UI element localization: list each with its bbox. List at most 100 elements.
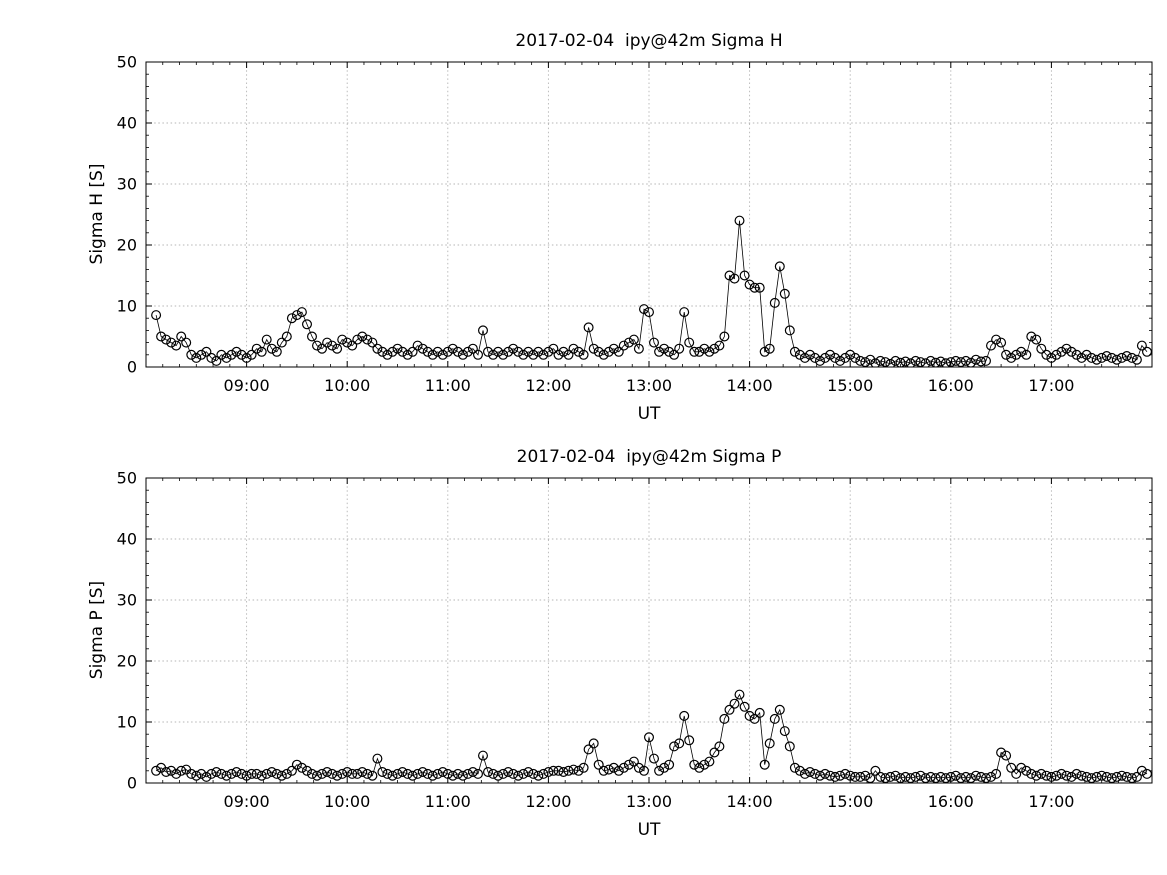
data-marker <box>276 770 287 781</box>
data-marker <box>417 767 428 778</box>
data-marker <box>759 346 770 357</box>
data-marker <box>387 346 398 357</box>
data-marker <box>206 768 217 779</box>
data-marker <box>739 270 750 281</box>
data-marker <box>362 334 373 345</box>
data-marker <box>769 297 780 308</box>
data-marker <box>1011 768 1022 779</box>
data-marker <box>332 343 343 354</box>
data-marker <box>442 768 453 779</box>
data-marker <box>422 346 433 357</box>
data-marker <box>422 768 433 779</box>
data-marker <box>302 765 313 776</box>
data-marker <box>608 343 619 354</box>
data-marker <box>347 768 358 779</box>
data-marker <box>407 346 418 357</box>
data-marker <box>870 765 881 776</box>
data-marker <box>176 765 187 776</box>
data-marker <box>437 767 448 778</box>
data-marker <box>1046 771 1057 782</box>
data-marker <box>1071 349 1082 360</box>
data-marker <box>533 346 544 357</box>
data-marker <box>618 340 629 351</box>
data-marker <box>820 768 831 779</box>
data-marker <box>804 349 815 360</box>
data-marker <box>1051 349 1062 360</box>
data-marker <box>1021 765 1032 776</box>
data-marker <box>654 346 665 357</box>
data-marker <box>593 759 604 770</box>
data-marker <box>628 756 639 767</box>
data-marker <box>382 768 393 779</box>
data-marker <box>503 346 514 357</box>
data-marker <box>588 343 599 354</box>
y-tick-label: 30 <box>117 175 137 194</box>
data-marker <box>643 732 654 743</box>
data-marker <box>281 768 292 779</box>
data-marker <box>291 310 302 321</box>
data-marker <box>789 762 800 773</box>
data-marker <box>1031 770 1042 781</box>
x-tick-label: 14:00 <box>727 792 773 811</box>
axes-box <box>145 477 1153 784</box>
data-marker <box>362 768 373 779</box>
data-marker <box>201 771 212 782</box>
data-marker <box>296 762 307 773</box>
x-tick-label: 09:00 <box>224 792 270 811</box>
data-marker <box>543 346 554 357</box>
data-marker <box>960 355 971 366</box>
data-marker <box>679 710 690 721</box>
data-marker <box>689 346 700 357</box>
data-marker <box>613 346 624 357</box>
data-marker <box>975 771 986 782</box>
data-marker <box>367 337 378 348</box>
data-marker <box>598 349 609 360</box>
data-marker <box>563 349 574 360</box>
data-marker <box>890 770 901 781</box>
data-marker <box>724 270 735 281</box>
data-marker <box>452 768 463 779</box>
data-marker <box>1116 352 1127 363</box>
data-marker <box>996 337 1007 348</box>
y-tick-label: 50 <box>117 53 137 72</box>
data-marker <box>382 349 393 360</box>
sigma-p-x-axis-label: UT <box>637 820 661 840</box>
data-marker <box>271 346 282 357</box>
data-line <box>155 220 1148 365</box>
data-marker <box>814 355 825 366</box>
y-tick-labels: 0 10 20 30 40 50 <box>117 469 137 793</box>
data-marker <box>1061 770 1072 781</box>
data-marker <box>985 771 996 782</box>
data-marker <box>337 334 348 345</box>
sigma-p-chart: 09:00 10:00 11:00 12:00 13:00 14:00 15:00 16:00… <box>0 416 1167 875</box>
y-tick-label: 20 <box>117 652 137 671</box>
data-marker <box>568 764 579 775</box>
data-marker <box>427 770 438 781</box>
data-marker <box>206 352 217 363</box>
data-marker <box>377 767 388 778</box>
data-marker <box>789 346 800 357</box>
data-marker <box>588 738 599 749</box>
data-marker <box>528 349 539 360</box>
data-marker <box>558 767 569 778</box>
data-marker <box>317 343 328 354</box>
data-marker <box>1006 762 1017 773</box>
x-tick-label: 10:00 <box>324 376 370 395</box>
data-marker <box>674 738 685 749</box>
data-line <box>155 693 1148 779</box>
data-marker <box>870 358 881 367</box>
data-marker <box>1026 331 1037 342</box>
data-marker <box>417 343 428 354</box>
data-marker <box>1041 349 1052 360</box>
data-marker <box>377 346 388 357</box>
data-marker <box>764 343 775 354</box>
data-marker <box>513 770 524 781</box>
data-marker <box>684 735 695 746</box>
data-marker <box>1036 768 1047 779</box>
data-marker <box>699 759 710 770</box>
data-marker <box>553 349 564 360</box>
data-marker <box>327 768 338 779</box>
data-marker <box>161 334 172 345</box>
data-marker <box>774 704 785 715</box>
data-marker <box>1131 354 1142 365</box>
